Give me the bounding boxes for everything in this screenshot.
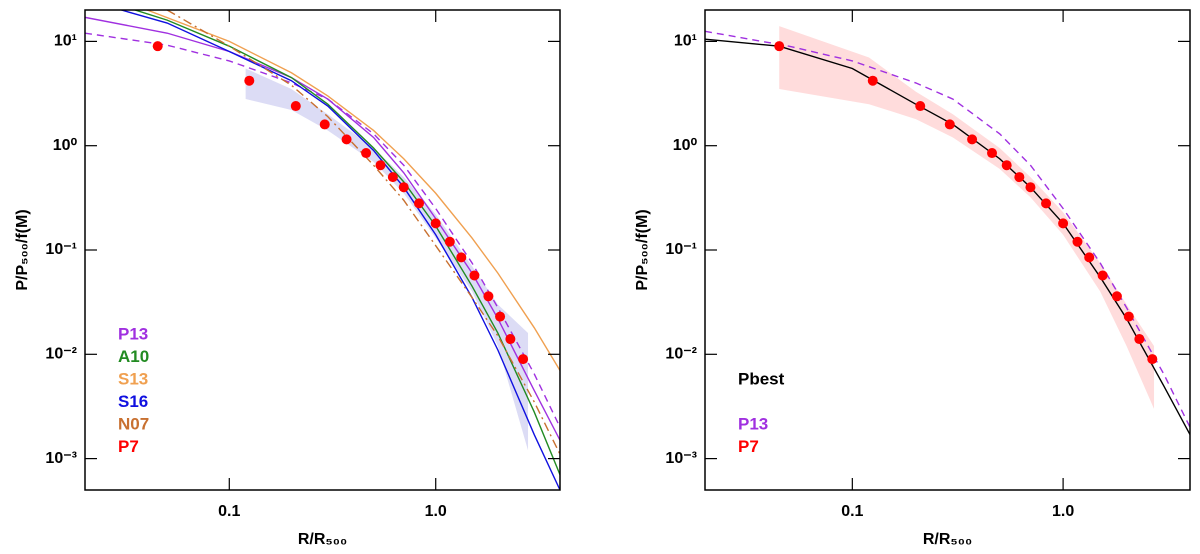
legend-entry: S13 — [118, 369, 148, 388]
legend-entry: P13 — [738, 414, 768, 433]
model-curve — [85, 16, 560, 441]
data-point — [1072, 236, 1083, 247]
data-point — [1025, 182, 1036, 193]
data-point — [915, 101, 926, 112]
model-curve — [146, 10, 560, 371]
y-tick-label: 10⁰ — [53, 137, 78, 154]
data-point — [495, 311, 506, 322]
data-point — [483, 291, 494, 302]
x-tick-label: 1.0 — [1052, 503, 1074, 520]
model-curve — [705, 30, 1190, 428]
plot-area — [705, 26, 1190, 435]
data-point — [398, 182, 409, 193]
data-point — [774, 41, 785, 52]
uncertainty-band — [245, 68, 529, 451]
data-point — [244, 75, 255, 86]
x-tick-label: 0.1 — [218, 503, 240, 520]
data-point — [1111, 291, 1122, 302]
axes-frame — [84, 9, 561, 491]
data-point — [1084, 252, 1095, 263]
data-point — [290, 101, 301, 112]
data-point — [319, 119, 330, 130]
panel: 10⁻³ 10⁻² 10⁻¹ 10⁰ 10¹ 0.1 1.0 R/R₅₀₀ P/P₅₀₀/f(M… — [634, 9, 1191, 548]
legend-entry: P7 — [118, 437, 139, 456]
data-point — [1014, 172, 1025, 183]
data-point — [430, 218, 441, 229]
legend-entry: N07 — [118, 414, 149, 433]
data-point — [387, 172, 398, 183]
data-point — [361, 148, 372, 159]
model-curve — [85, 32, 560, 428]
model-curve — [705, 38, 1190, 435]
data-point — [341, 134, 352, 145]
model-curve — [132, 10, 560, 476]
data-point — [518, 354, 529, 365]
legend-entry: P7 — [738, 437, 759, 456]
data-point — [444, 236, 455, 247]
legend-entry: P13 — [118, 324, 148, 343]
data-point — [1001, 160, 1012, 171]
data-point — [1147, 354, 1158, 365]
x-axis-label: R/R₅₀₀ — [298, 531, 347, 548]
model-curve — [121, 10, 560, 490]
y-axis-label: P/P₅₀₀/f(M) — [634, 209, 651, 290]
data-point — [505, 334, 516, 345]
data-point — [414, 198, 425, 209]
y-tick-label: 10⁻² — [45, 346, 77, 363]
data-point — [1134, 334, 1145, 345]
x-axis-label: R/R₅₀₀ — [923, 531, 972, 548]
data-point — [967, 134, 978, 145]
y-axis-label: P/P₅₀₀/f(M) — [14, 209, 31, 290]
data-point — [375, 160, 386, 171]
data-point — [1097, 270, 1108, 281]
y-tick-label: 10⁻¹ — [665, 241, 697, 258]
data-point — [1123, 311, 1134, 322]
x-tick-label: 0.1 — [841, 503, 863, 520]
axes-frame — [704, 9, 1191, 491]
panel: 10⁻³ 10⁻² 10⁻¹ 10⁰ 10¹ 0.1 1.0 R/R₅₀₀ P/P₅₀₀/f(M… — [14, 9, 561, 548]
plot-area — [85, 10, 560, 490]
data-point — [1058, 218, 1069, 229]
model-curve — [166, 10, 560, 455]
y-tick-label: 10⁻³ — [665, 450, 697, 467]
legend-entry: S16 — [118, 392, 148, 411]
uncertainty-band — [779, 26, 1155, 409]
legend-entry: Pbest — [738, 369, 785, 388]
data-point — [987, 148, 998, 159]
y-tick-label: 10⁰ — [673, 137, 698, 154]
y-tick-label: 10⁻² — [665, 346, 697, 363]
data-point — [152, 41, 163, 52]
data-point — [944, 119, 955, 130]
x-tick-label: 1.0 — [425, 503, 447, 520]
y-tick-label: 10¹ — [674, 33, 697, 50]
legend-entry: A10 — [118, 347, 149, 366]
data-point — [456, 252, 467, 263]
y-tick-label: 10⁻¹ — [45, 241, 77, 258]
data-point — [1041, 198, 1052, 209]
data-point — [469, 270, 480, 281]
y-tick-label: 10⁻³ — [45, 450, 77, 467]
y-tick-label: 10¹ — [54, 33, 77, 50]
data-point — [867, 75, 878, 86]
